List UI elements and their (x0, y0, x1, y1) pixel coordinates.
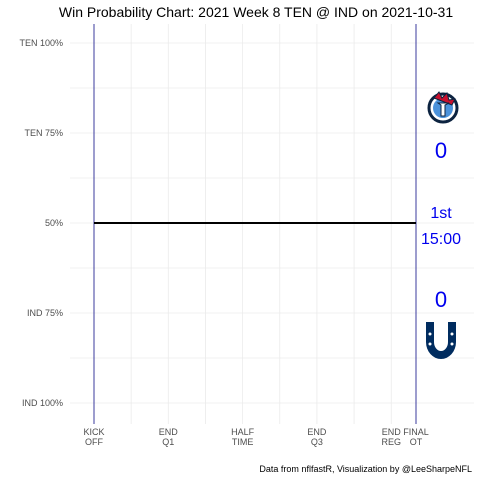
x-tick-line: HALF (231, 427, 255, 437)
x-tick-label: KICK OFF (83, 427, 104, 447)
quarter-label: 1st (430, 205, 452, 222)
y-tick-label: TEN 75% (24, 128, 63, 138)
y-tick-label: IND 75% (27, 308, 63, 318)
chart-title: Win Probability Chart: 2021 Week 8 TEN @… (59, 4, 453, 20)
x-tick-line: END (382, 427, 402, 437)
x-tick-label: FINAL OT (403, 427, 429, 447)
colts-horseshoe-logo (426, 322, 456, 359)
x-tick-label: END Q3 (307, 427, 327, 447)
x-tick-label: END Q1 (159, 427, 179, 447)
y-axis-ticks: TEN 100% TEN 75% 50% IND 75% IND 100% (19, 38, 63, 408)
x-tick-line: REG (381, 437, 401, 447)
x-tick-line: Q1 (162, 437, 174, 447)
x-tick-label: END REG (381, 427, 401, 447)
game-clock: 15:00 (421, 231, 461, 248)
y-tick-label: 50% (45, 218, 63, 228)
home-score: 0 (435, 287, 447, 312)
x-tick-line: OFF (85, 437, 103, 447)
y-tick-label: IND 100% (22, 398, 63, 408)
x-tick-line: FINAL (403, 427, 429, 437)
x-tick-line: OT (410, 437, 423, 447)
chart-caption: Data from nflfastR, Visualization by @Le… (259, 464, 472, 474)
away-score: 0 (435, 138, 447, 163)
x-tick-line: Q3 (311, 437, 323, 447)
y-tick-label: TEN 100% (19, 38, 63, 48)
titans-logo (427, 91, 459, 124)
x-tick-line: END (159, 427, 179, 437)
x-tick-line: END (307, 427, 327, 437)
x-tick-label: HALF TIME (231, 427, 255, 447)
x-tick-line: KICK (83, 427, 104, 437)
x-tick-line: TIME (232, 437, 254, 447)
